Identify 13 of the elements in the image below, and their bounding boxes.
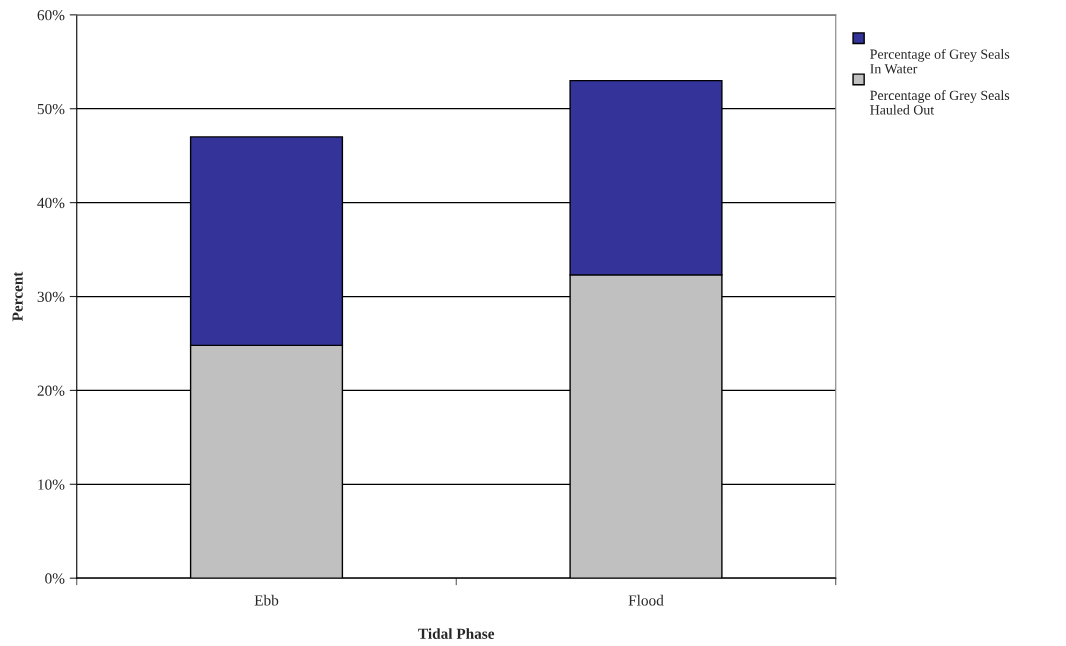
legend-label: Percentage of Grey Seals Hauled Out bbox=[870, 90, 1010, 115]
y-tick-label: 0% bbox=[45, 573, 65, 584]
y-tick-label: 40% bbox=[37, 197, 65, 209]
y-tick-label: 50% bbox=[37, 103, 65, 115]
legend-label: Percentage of Grey Seals In Water bbox=[870, 48, 1010, 74]
y-tick-label: 30% bbox=[37, 291, 65, 303]
y-axis-title: Percent bbox=[12, 271, 23, 322]
x-tick-label: Ebb bbox=[254, 594, 279, 606]
x-tick-label: Flood bbox=[628, 594, 664, 606]
y-tick-label: 20% bbox=[37, 385, 65, 396]
x-axis-title: Tidal Phase bbox=[418, 628, 495, 639]
y-tick-label: 10% bbox=[38, 479, 65, 490]
y-tick-label: 60% bbox=[37, 10, 65, 21]
